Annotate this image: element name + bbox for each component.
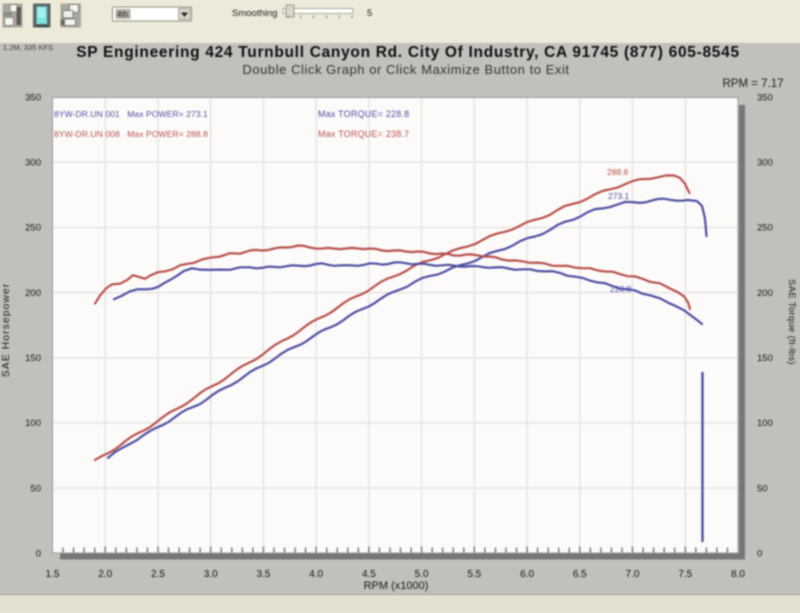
svg-text:5.5: 5.5 bbox=[467, 569, 481, 580]
svg-text:0: 0 bbox=[757, 548, 762, 559]
svg-text:2.5: 2.5 bbox=[151, 569, 165, 580]
svg-text:6.5: 6.5 bbox=[573, 569, 587, 580]
svg-text:350: 350 bbox=[25, 92, 41, 103]
svg-text:100: 100 bbox=[25, 418, 41, 429]
svg-text:4.5: 4.5 bbox=[362, 569, 376, 580]
svg-text:350: 350 bbox=[757, 92, 773, 103]
svg-text:7.0: 7.0 bbox=[626, 569, 640, 580]
svg-text:100: 100 bbox=[757, 418, 773, 429]
svg-text:RPM = 7.17: RPM = 7.17 bbox=[722, 78, 783, 90]
svg-text:300: 300 bbox=[25, 158, 41, 169]
svg-text:2.0: 2.0 bbox=[98, 569, 112, 580]
svg-text:50: 50 bbox=[30, 483, 41, 494]
svg-text:SAE Torque (ft-lbs): SAE Torque (ft-lbs) bbox=[786, 279, 797, 365]
svg-text:SAE Horsepower: SAE Horsepower bbox=[0, 283, 12, 378]
svg-text:1.2M, 335 KFS: 1.2M, 335 KFS bbox=[3, 43, 53, 52]
svg-text:1.5: 1.5 bbox=[46, 569, 60, 580]
svg-text:250: 250 bbox=[757, 223, 773, 234]
svg-text:200: 200 bbox=[25, 288, 41, 299]
svg-text:273.1: 273.1 bbox=[608, 191, 630, 201]
svg-text:5: 5 bbox=[367, 8, 372, 19]
svg-text:RPM (x1000): RPM (x1000) bbox=[364, 580, 429, 592]
svg-text:6.0: 6.0 bbox=[520, 569, 534, 580]
svg-text:250: 250 bbox=[25, 223, 41, 234]
svg-text:150: 150 bbox=[757, 353, 773, 364]
svg-text:SP Engineering 424 Turnbull Ca: SP Engineering 424 Turnbull Canyon Rd. C… bbox=[76, 44, 740, 61]
svg-text:4th: 4th bbox=[117, 10, 128, 19]
svg-text:Max TORQUE= 238.7: Max TORQUE= 238.7 bbox=[318, 129, 409, 139]
svg-text:200: 200 bbox=[757, 288, 773, 299]
svg-text:Double Click Graph or Click Ma: Double Click Graph or Click Maximize But… bbox=[242, 62, 569, 77]
svg-text:228.8: 228.8 bbox=[610, 284, 632, 294]
svg-text:7.5: 7.5 bbox=[678, 569, 692, 580]
svg-text:5.0: 5.0 bbox=[415, 569, 429, 580]
svg-text:4.0: 4.0 bbox=[309, 569, 323, 580]
svg-text:50: 50 bbox=[757, 483, 768, 494]
svg-text:8.0: 8.0 bbox=[731, 569, 745, 580]
svg-text:150: 150 bbox=[25, 353, 41, 364]
svg-text:300: 300 bbox=[757, 158, 773, 169]
svg-text:8YW-DR.UN 001 Max POWER= 273: 8YW-DR.UN 001 Max POWER= 273.1 bbox=[54, 109, 208, 119]
svg-text:Max TORQUE= 228.8: Max TORQUE= 228.8 bbox=[318, 109, 409, 119]
svg-text:3.5: 3.5 bbox=[256, 569, 270, 580]
svg-text:8YW-DR.UN 008 Max POWER= 288: 8YW-DR.UN 008 Max POWER= 288.8 bbox=[54, 129, 208, 139]
svg-text:288.8: 288.8 bbox=[607, 167, 629, 177]
svg-text:Smoothing: Smoothing bbox=[232, 8, 277, 19]
svg-text:0: 0 bbox=[36, 548, 41, 559]
svg-text:3.0: 3.0 bbox=[204, 569, 218, 580]
